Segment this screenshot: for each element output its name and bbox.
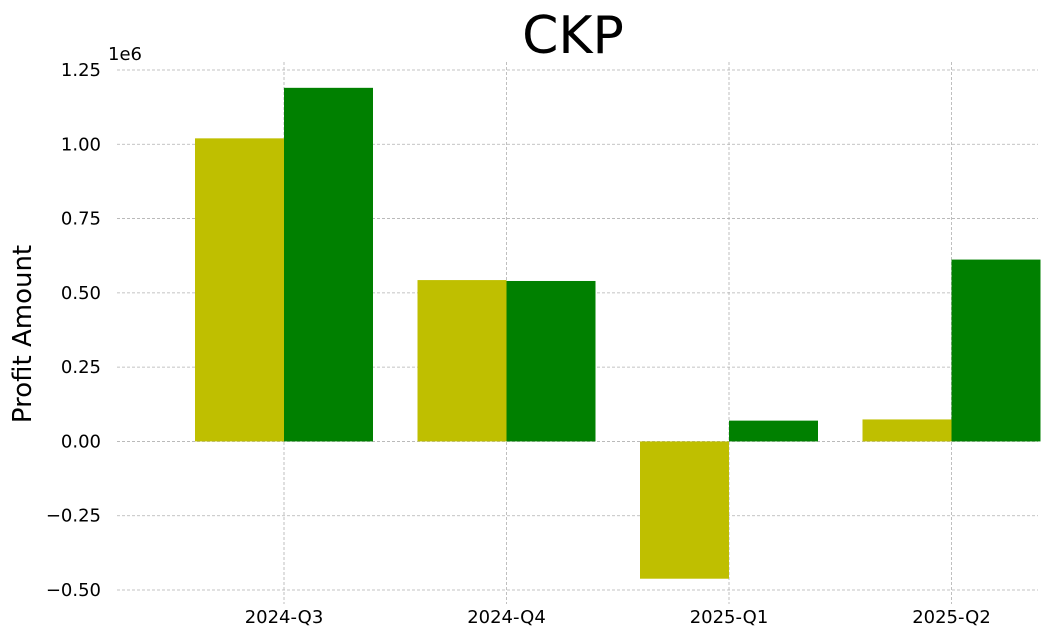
bars [195,87,1041,579]
bar-series-1-2024-Q3 [195,138,284,442]
y-tick-label: 0.50 [61,283,101,304]
y-tick-label: 0.25 [61,357,101,378]
bar-series-1-2025-Q1 [640,441,729,579]
x-tick-label: 2025-Q2 [912,607,991,628]
bar-series-1-2025-Q2 [862,419,952,442]
y-tick-label: 0.75 [61,209,101,230]
x-tick-label: 2025-Q1 [690,607,769,628]
bar-series-2-2025-Q2 [951,259,1041,442]
y-tick-labels: 1.25 1.00 0.75 0.50 0.25 0.00 −0.25 −0.50 [46,60,101,601]
y-tick-label: 0.00 [61,431,101,452]
x-tick-label: 2024-Q3 [245,607,324,628]
bar-series-1-2024-Q4 [417,280,507,442]
bar-series-2-2024-Q4 [506,280,596,442]
y-axis-offset-label: 1e6 [108,44,142,65]
x-tick-label: 2024-Q4 [467,607,546,628]
chart-title: CKP [522,6,624,66]
bar-series-2-2024-Q3 [284,87,373,442]
y-axis-label: Profit Amount [8,245,38,423]
bar-series-2-2025-Q1 [729,420,818,442]
y-tick-label: −0.50 [46,580,101,601]
x-tick-labels: 2024-Q3 2024-Q4 2025-Q1 2025-Q2 [245,607,991,628]
y-tick-label: 1.00 [61,134,101,155]
y-tick-label: 1.25 [61,60,101,81]
y-tick-label: −0.25 [46,506,101,527]
